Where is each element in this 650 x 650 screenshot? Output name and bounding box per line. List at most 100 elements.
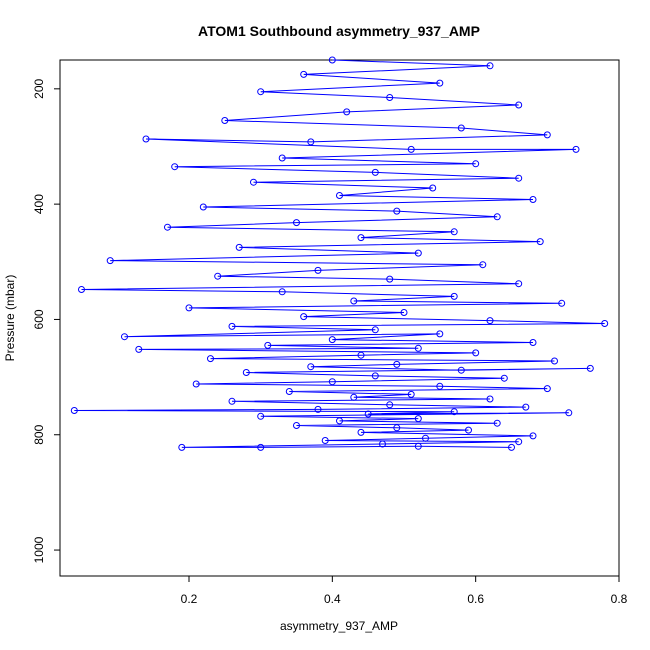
- data-point: [257, 412, 265, 420]
- data-point: [135, 345, 143, 353]
- data-point: [508, 443, 515, 451]
- data-point: [207, 355, 214, 363]
- data-point: [278, 154, 286, 162]
- y-axis: 200 400 600 800 1000: [32, 78, 60, 563]
- data-point: [278, 288, 286, 296]
- data-point: [493, 419, 501, 427]
- data-series: [70, 56, 609, 451]
- x-axis: 0.2 0.4 0.6 0.8: [181, 576, 628, 606]
- data-point: [529, 196, 537, 203]
- data-point: [450, 228, 458, 236]
- data-point: [601, 320, 609, 327]
- data-point: [293, 219, 300, 227]
- data-point: [121, 333, 128, 341]
- data-point: [450, 292, 458, 300]
- data-point: [558, 299, 566, 307]
- y-axis-label: Pressure (mbar): [3, 275, 17, 362]
- data-point: [214, 272, 222, 280]
- data-point: [479, 261, 487, 269]
- data-point: [221, 117, 229, 124]
- data-point: [500, 374, 508, 382]
- data-point: [364, 410, 372, 418]
- data-point: [515, 438, 523, 446]
- data-point: [414, 249, 422, 257]
- data-point: [543, 131, 551, 139]
- data-point: [293, 422, 300, 429]
- data-point: [450, 408, 458, 416]
- data-point: [336, 417, 343, 425]
- data-point: [486, 317, 494, 325]
- data-point: [529, 339, 537, 346]
- data-point: [543, 385, 551, 393]
- data-point: [228, 397, 236, 405]
- data-point: [106, 257, 114, 265]
- data-point: [536, 238, 544, 246]
- data-point: [486, 395, 494, 403]
- data-point: [393, 207, 401, 215]
- data-point: [350, 393, 358, 401]
- data-point: [472, 349, 480, 357]
- data-point: [565, 409, 573, 417]
- data-point: [414, 415, 422, 423]
- data-point: [572, 145, 580, 153]
- data-point: [371, 372, 379, 380]
- data-point: [586, 364, 594, 372]
- data-point: [328, 56, 336, 64]
- y-tick-label: 800: [32, 424, 46, 444]
- data-point: [472, 160, 480, 168]
- data-point: [307, 363, 315, 371]
- data-point: [429, 184, 437, 192]
- data-point: [357, 428, 365, 436]
- data-point: [307, 138, 315, 146]
- x-tick-label: 0.2: [181, 592, 198, 606]
- data-point: [336, 192, 343, 199]
- data-point: [300, 70, 308, 78]
- data-point: [386, 275, 394, 283]
- data-point: [407, 145, 415, 153]
- data-point: [407, 390, 415, 398]
- data-point: [314, 266, 322, 274]
- x-tick-label: 0.4: [324, 592, 341, 606]
- data-point: [529, 432, 537, 440]
- data-point: [142, 135, 150, 143]
- data-point: [379, 440, 386, 448]
- data-point: [199, 203, 207, 211]
- data-point: [250, 178, 257, 186]
- data-point: [235, 243, 243, 251]
- data-point: [486, 62, 494, 70]
- x-tick-label: 0.6: [467, 592, 484, 606]
- series-layer: [70, 56, 609, 451]
- data-point: [457, 366, 465, 374]
- data-point: [386, 94, 394, 101]
- data-point: [515, 101, 523, 109]
- data-point: [493, 213, 501, 221]
- data-point: [522, 403, 530, 411]
- data-point: [171, 163, 179, 171]
- data-point: [400, 309, 408, 316]
- series-line: [74, 59, 605, 448]
- data-point: [371, 326, 379, 334]
- data-point: [436, 382, 444, 390]
- data-point: [393, 424, 401, 432]
- data-point: [285, 388, 293, 395]
- y-tick-label: 200: [32, 78, 46, 98]
- chart-title: ATOM1 Southbound asymmetry_937_AMP: [198, 23, 480, 39]
- data-point: [515, 280, 523, 288]
- data-point: [551, 357, 558, 365]
- data-point: [321, 437, 329, 444]
- data-point: [164, 223, 171, 231]
- data-point: [465, 426, 472, 434]
- data-point: [357, 351, 365, 359]
- data-point: [343, 108, 351, 116]
- data-point: [414, 442, 422, 450]
- data-point: [386, 401, 394, 409]
- data-point: [350, 297, 358, 305]
- y-tick-label: 600: [32, 309, 46, 329]
- data-point: [328, 336, 336, 344]
- data-point: [228, 322, 236, 330]
- data-point: [515, 174, 523, 182]
- y-tick-label: 400: [32, 194, 46, 214]
- data-point: [422, 434, 429, 442]
- data-point: [185, 304, 193, 312]
